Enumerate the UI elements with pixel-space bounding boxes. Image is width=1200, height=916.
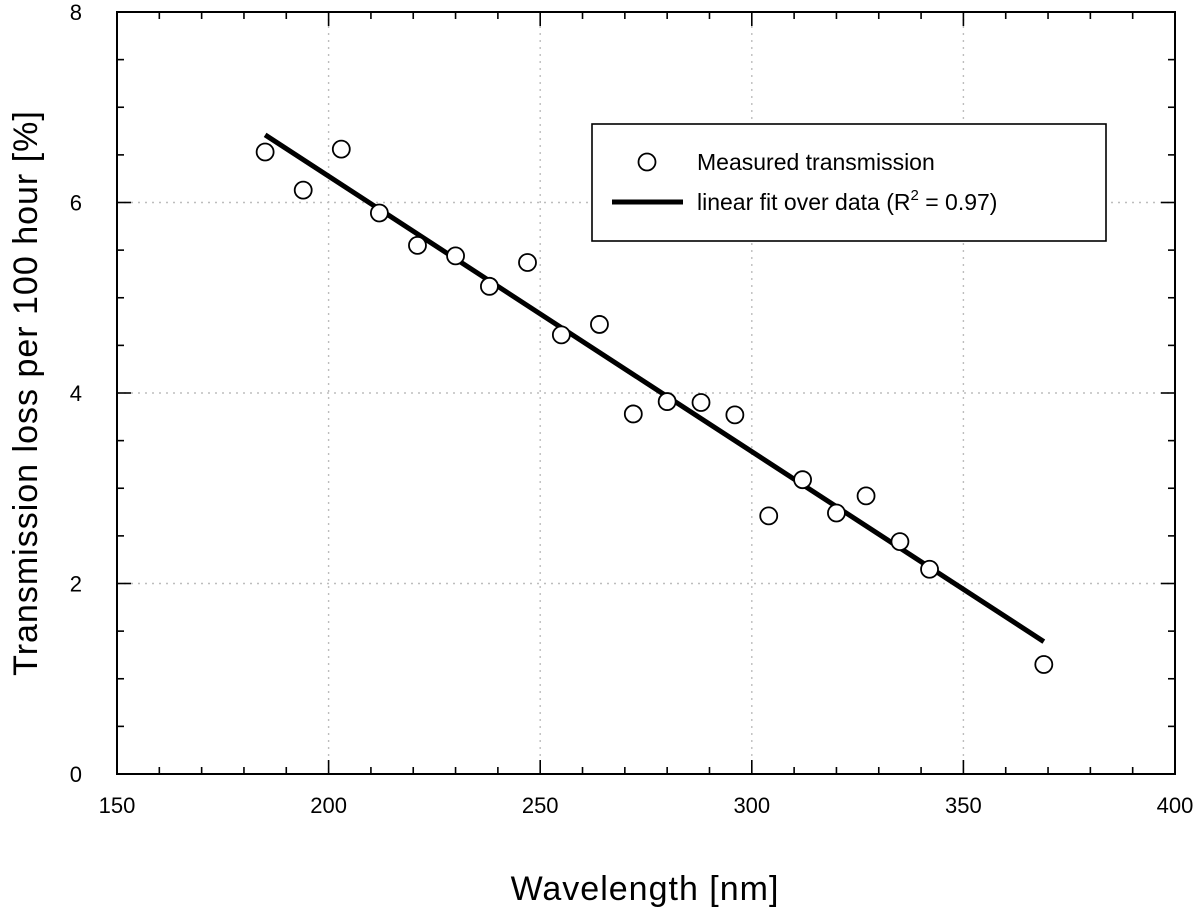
y-axis-title: Transmission loss per 100 hour [%] bbox=[7, 110, 45, 676]
series bbox=[255, 132, 1054, 674]
x-tick-label: 250 bbox=[522, 793, 559, 818]
data-point bbox=[920, 559, 939, 579]
legend-label-fit: linear fit over data (R2 = 0.97) bbox=[697, 187, 997, 215]
fit-line bbox=[263, 132, 1046, 644]
x-tick-label: 400 bbox=[1157, 793, 1194, 818]
legend-marker-icon bbox=[637, 152, 657, 172]
y-tick-label: 8 bbox=[70, 0, 82, 25]
data-point bbox=[255, 142, 275, 162]
data-point bbox=[331, 139, 351, 159]
data-point bbox=[293, 180, 313, 200]
x-tick-label: 300 bbox=[733, 793, 770, 818]
data-point bbox=[551, 325, 571, 345]
data-point bbox=[856, 486, 876, 506]
data-point bbox=[759, 506, 779, 526]
y-tick-label: 6 bbox=[70, 191, 82, 216]
data-point bbox=[446, 246, 465, 266]
data-point bbox=[369, 203, 389, 223]
x-tick-label: 350 bbox=[945, 793, 982, 818]
data-point bbox=[890, 532, 910, 551]
data-point bbox=[480, 276, 499, 296]
y-tick-label: 2 bbox=[70, 572, 82, 597]
data-point bbox=[793, 470, 812, 490]
data-point bbox=[408, 235, 427, 255]
data-point bbox=[1034, 655, 1054, 674]
x-tick-labels: 150 200 250 300 350 400 bbox=[99, 793, 1194, 818]
data-point bbox=[657, 392, 677, 411]
data-point bbox=[590, 315, 609, 334]
x-tick-label: 150 bbox=[99, 793, 136, 818]
y-tick-labels: 0 2 4 6 8 bbox=[70, 0, 82, 787]
x-axis-title: Wavelength [nm] bbox=[511, 870, 780, 908]
legend-fit-prefix: linear fit over data (R bbox=[697, 189, 910, 215]
data-point bbox=[691, 393, 711, 412]
legend-label-measured: Measured transmission bbox=[697, 149, 935, 175]
plot-frame bbox=[116, 11, 1176, 775]
data-point bbox=[827, 503, 846, 523]
y-tick-label: 4 bbox=[70, 381, 82, 406]
legend-box bbox=[591, 123, 1107, 242]
data-point bbox=[725, 405, 745, 425]
axis-ticks bbox=[116, 11, 1176, 775]
data-point bbox=[518, 253, 537, 272]
legend: Measured transmission linear fit over da… bbox=[591, 123, 1107, 242]
data-point bbox=[623, 404, 643, 424]
legend-fit-superscript: 2 bbox=[910, 187, 918, 204]
legend-fit-suffix: = 0.97) bbox=[919, 189, 998, 215]
y-tick-label: 0 bbox=[70, 762, 82, 787]
x-tick-label: 200 bbox=[310, 793, 347, 818]
